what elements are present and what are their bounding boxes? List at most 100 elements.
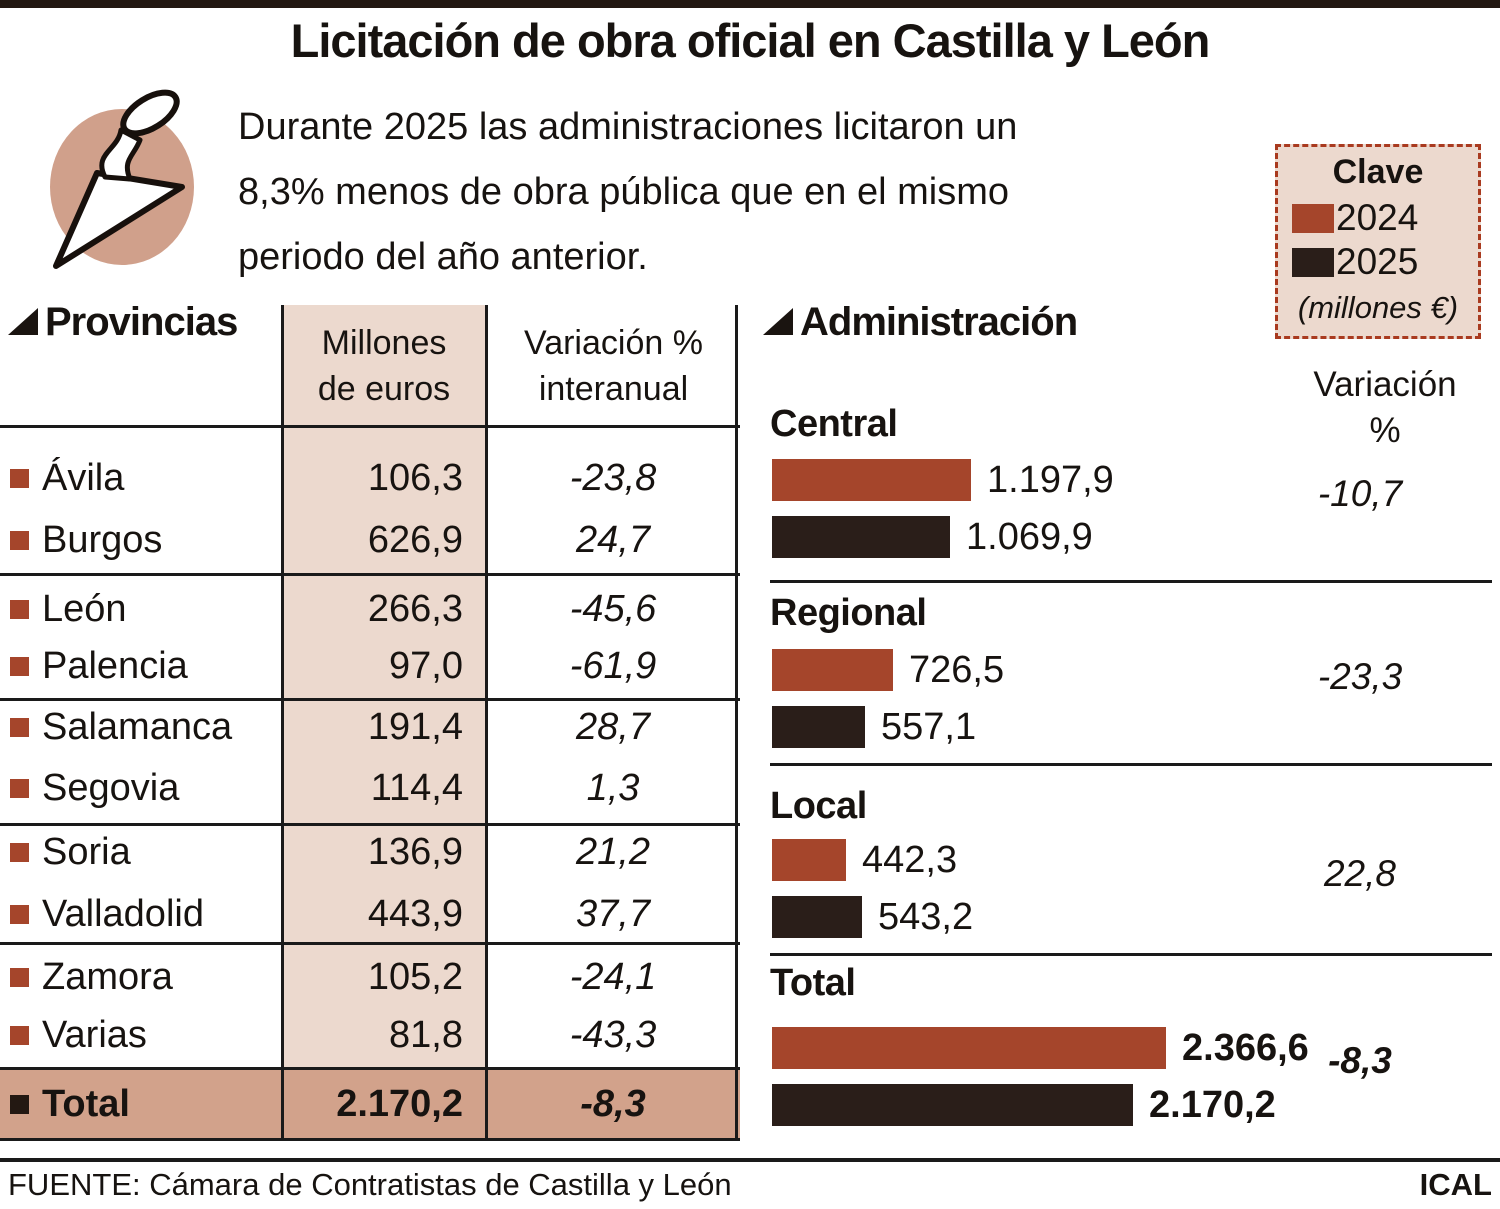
province-bullet-icon xyxy=(10,657,29,676)
province-bullet-icon xyxy=(10,779,29,798)
bar-2024 xyxy=(772,649,893,691)
province-millones: 105,2 xyxy=(367,956,463,998)
variation-header-line: Variación xyxy=(1313,365,1457,404)
province-bullet-icon xyxy=(10,1026,29,1045)
admin-category-label: Total xyxy=(770,962,856,1004)
province-name: Zamora xyxy=(42,956,173,998)
province-variacion: -24,1 xyxy=(569,956,657,998)
admin-variation-value: 22,8 xyxy=(1323,853,1396,894)
province-variacion: 24,7 xyxy=(576,519,650,561)
table-row: León 266,3 -45,6 xyxy=(0,578,740,640)
footer-rule xyxy=(0,1158,1500,1162)
top-bar xyxy=(0,0,1500,8)
total-row: Total 2.170,2 -8,3 xyxy=(0,1067,740,1141)
bar-value-2024: 442,3 xyxy=(862,839,958,881)
variacion-column-header: Variación % interanual xyxy=(490,320,737,412)
province-name: Salamanca xyxy=(42,706,233,748)
province-millones: 106,3 xyxy=(367,457,463,499)
legend-swatch-2024-icon xyxy=(1292,203,1334,233)
bar-value-2025: 1.069,9 xyxy=(966,516,1093,558)
intro-line: periodo del año anterior. xyxy=(238,236,648,278)
table-vertical-line xyxy=(735,305,738,1141)
variacion-header-line: Variación % xyxy=(524,324,703,362)
legend-box: Clave 2024 2025 (millones €) xyxy=(1275,144,1481,339)
table-row: Zamora 105,2 -24,1 xyxy=(0,946,740,1008)
intro-line: 8,3% menos de obra pública que en el mis… xyxy=(238,171,1010,213)
trowel-icon xyxy=(50,89,194,269)
province-name: Ávila xyxy=(42,457,125,499)
province-name: Varias xyxy=(42,1014,147,1056)
province-millones: 191,4 xyxy=(367,706,463,748)
legend-title: Clave xyxy=(1332,153,1424,191)
admin-header: Administración xyxy=(763,300,1078,345)
table-row: Soria 136,9 21,2 xyxy=(0,821,740,883)
legend-label-2025: 2025 xyxy=(1336,241,1419,282)
bar-2025 xyxy=(772,706,865,748)
table-horizontal-line xyxy=(0,823,740,826)
millones-header-line: de euros xyxy=(317,370,451,408)
bar-value-2025: 543,2 xyxy=(878,896,974,938)
province-variacion: 1,3 xyxy=(586,767,640,809)
province-millones: 626,9 xyxy=(367,519,463,561)
admin-variation-value: -8,3 xyxy=(1328,1040,1392,1081)
legend-item-2025: 2025 xyxy=(1292,240,1478,284)
admin-separator-line xyxy=(770,763,1492,766)
table-row: Valladolid 443,9 37,7 xyxy=(0,883,740,945)
province-variacion: -43,3 xyxy=(569,1014,657,1056)
table-horizontal-line xyxy=(0,698,740,701)
province-bullet-icon xyxy=(10,843,29,862)
province-variacion: -61,9 xyxy=(569,645,657,687)
province-bullet-icon xyxy=(10,469,29,488)
bar-2025 xyxy=(772,516,950,558)
bar-2025 xyxy=(772,1084,1133,1126)
table-row: Varias 81,8 -43,3 xyxy=(0,1004,740,1066)
table-row: Palencia 97,0 -61,9 xyxy=(0,635,740,697)
legend-label-2024: 2024 xyxy=(1336,197,1419,238)
province-bullet-icon xyxy=(10,531,29,550)
admin-category-label: Central xyxy=(770,403,898,445)
admin-variation-value: -23,3 xyxy=(1317,656,1403,697)
bar-2024 xyxy=(772,1027,1166,1069)
table-row: Ávila 106,3 -23,8 xyxy=(0,447,740,509)
province-bullet-icon xyxy=(10,600,29,619)
province-name: Palencia xyxy=(42,645,188,687)
province-bullet-icon xyxy=(10,905,29,924)
variation-column-header: Variación % xyxy=(1280,362,1490,454)
admin-header-label: Administración xyxy=(800,300,1078,344)
legend-unit: (millones €) xyxy=(1297,290,1459,325)
table-row: Burgos 626,9 24,7 xyxy=(0,509,740,571)
bar-value-2025: 2.170,2 xyxy=(1149,1084,1276,1126)
bar-value-2024: 2.366,6 xyxy=(1182,1027,1309,1069)
provinces-header-label: Provincias xyxy=(45,300,238,344)
variation-header-line: % xyxy=(1369,411,1401,450)
admin-separator-line xyxy=(770,953,1492,956)
table-row: Salamanca 191,4 28,7 xyxy=(0,696,740,758)
bar-2024 xyxy=(772,459,971,501)
source-text: FUENTE: Cámara de Contratistas de Castil… xyxy=(8,1167,732,1202)
table-horizontal-line xyxy=(0,1067,740,1070)
province-variacion: 37,7 xyxy=(576,893,650,935)
province-name: Soria xyxy=(42,831,131,873)
province-variacion: 21,2 xyxy=(576,831,650,873)
province-bullet-icon xyxy=(10,718,29,737)
admin-category-label: Local xyxy=(770,785,867,827)
table-horizontal-line xyxy=(0,425,740,428)
total-variacion: -8,3 xyxy=(580,1083,646,1125)
admin-category-label: Regional xyxy=(770,592,927,634)
table-vertical-line xyxy=(281,305,284,1141)
province-variacion: -45,6 xyxy=(569,588,657,630)
provinces-table: Millones de euros Variación % interanual… xyxy=(0,305,740,1143)
table-horizontal-line xyxy=(0,1138,740,1141)
credit-text: ICAL xyxy=(1419,1167,1492,1202)
millones-column-header: Millones de euros xyxy=(281,320,487,412)
province-millones: 136,9 xyxy=(367,831,463,873)
page-title: Licitación de obra oficial en Castilla y… xyxy=(290,14,1211,67)
millones-header-line: Millones xyxy=(321,324,447,362)
table-horizontal-line xyxy=(0,573,740,576)
admin-variation-value: -10,7 xyxy=(1317,473,1403,514)
total-bullet-icon xyxy=(10,1095,29,1114)
variacion-header-line: interanual xyxy=(538,370,689,408)
bar-value-2024: 1.197,9 xyxy=(987,459,1114,501)
total-label: Total xyxy=(42,1083,130,1125)
